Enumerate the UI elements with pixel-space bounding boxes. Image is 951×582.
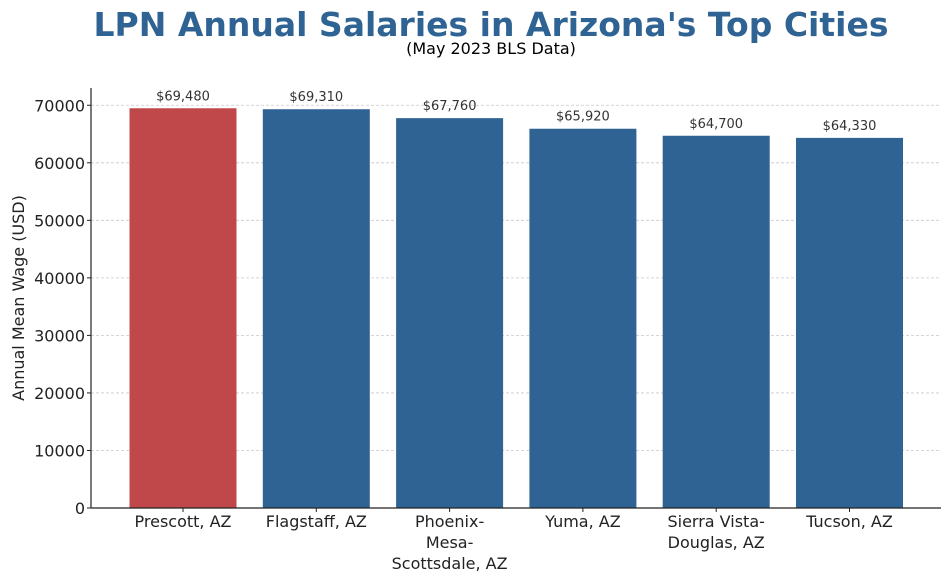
data-labels: $69,480 $69,310 $67,760 $65,920 $64,700 $64,3… — [156, 89, 876, 134]
data-label: $69,480 — [156, 89, 210, 104]
x-tick-labels: Prescott, AZ Flagstaff, AZ Phoenix-Mesa-Sc… — [135, 512, 893, 573]
y-tick-label: 0 — [75, 499, 85, 518]
x-tick-label: Phoenix-Mesa-Scottsdale, AZ — [392, 512, 508, 573]
bar — [529, 128, 637, 508]
y-axis-label: Annual Mean Wage (USD) — [9, 195, 28, 401]
data-label: $67,760 — [423, 99, 477, 114]
y-tick-label: 70000 — [34, 96, 85, 115]
x-tick-label: Yuma, AZ — [544, 512, 621, 531]
y-tick-label: 50000 — [34, 211, 85, 230]
axes — [87, 88, 941, 512]
x-tick-label: Sierra Vista-Douglas, AZ — [667, 512, 764, 552]
data-label: $64,330 — [823, 119, 877, 134]
bar — [262, 109, 370, 509]
bar — [796, 137, 903, 508]
y-tick-label: 40000 — [34, 269, 85, 288]
y-tick-label: 20000 — [34, 384, 85, 403]
bars — [129, 108, 903, 509]
data-label: $69,310 — [289, 90, 343, 105]
bar — [396, 118, 504, 508]
data-label: $65,920 — [556, 110, 610, 125]
y-tick-label: 30000 — [34, 326, 85, 345]
y-tick-labels: 0 10000 20000 30000 40000 50000 60000 70000 — [34, 96, 85, 518]
y-tick-label: 10000 — [34, 441, 85, 460]
x-tick-label: Tucson, AZ — [805, 512, 893, 531]
bar — [662, 135, 770, 508]
data-label: $64,700 — [689, 117, 743, 132]
y-tick-label: 60000 — [34, 154, 85, 173]
x-tick-label: Flagstaff, AZ — [266, 512, 367, 531]
bar — [129, 108, 237, 509]
x-tick-label: Prescott, AZ — [135, 512, 232, 531]
chart-title: LPN Annual Salaries in Arizona's Top Cit… — [94, 5, 889, 44]
chart-subtitle: (May 2023 BLS Data) — [406, 39, 576, 58]
